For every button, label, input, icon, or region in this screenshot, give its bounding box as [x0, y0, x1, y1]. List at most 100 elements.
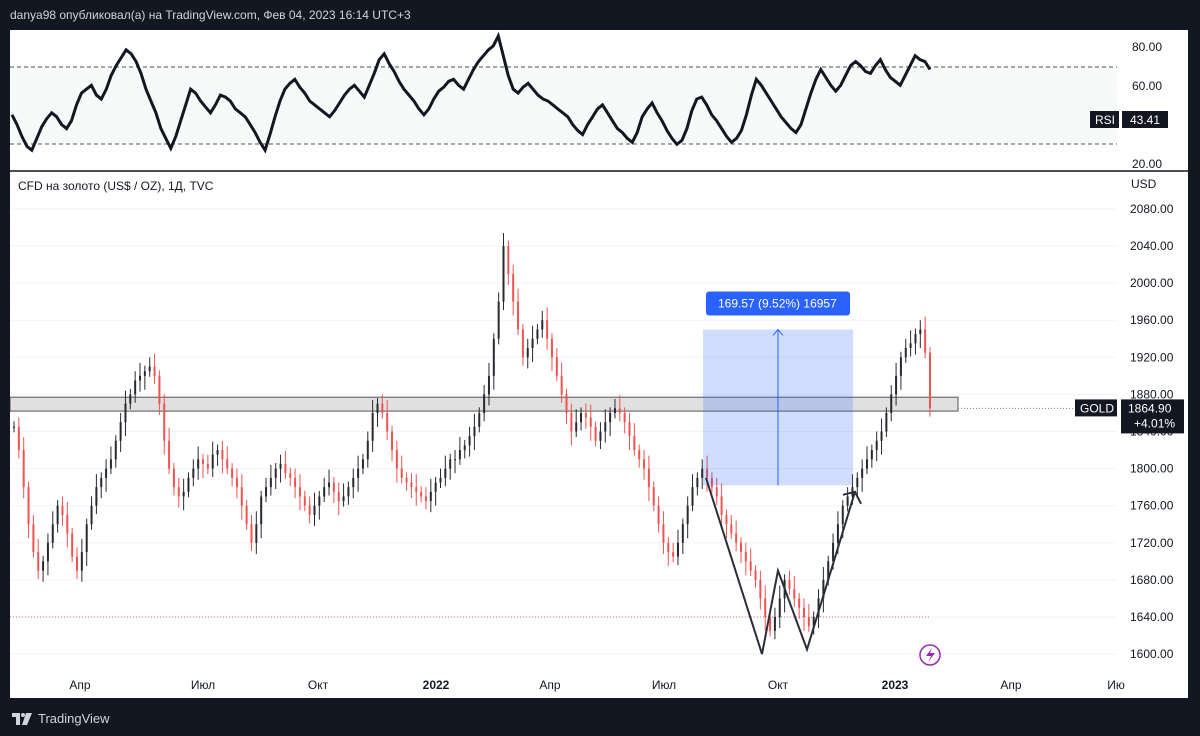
x-axis-label: 2022 [423, 678, 450, 692]
rsi-value-badge [1122, 111, 1168, 128]
candle-body [347, 487, 350, 497]
candle-body [206, 463, 209, 469]
candle-body [134, 380, 137, 395]
candle-body [735, 533, 738, 543]
candle-body [429, 491, 432, 502]
candle-body [546, 320, 549, 339]
candle-body [696, 477, 699, 488]
candle-body [536, 329, 539, 339]
candle-body [652, 487, 655, 506]
candle-body [875, 440, 878, 451]
candle-body [27, 487, 30, 525]
x-axis-label: Апр [1000, 678, 1022, 692]
candle-body [681, 524, 684, 543]
candle-body [565, 394, 568, 413]
candle-body [633, 436, 636, 451]
candle-body [555, 357, 558, 376]
candle-body [454, 459, 457, 461]
candle-body [865, 459, 868, 469]
candle-body [720, 496, 723, 515]
candle-body [715, 487, 718, 497]
candle-body [812, 616, 815, 627]
candle-body [139, 375, 142, 381]
candle-body [366, 440, 369, 460]
candle-body [80, 552, 83, 571]
candle-body [342, 496, 345, 502]
candle-body [32, 524, 35, 553]
last-price-label: 1864.90 [1128, 401, 1172, 415]
tradingview-logo[interactable]: TradingView [12, 711, 110, 726]
candle-body [739, 542, 742, 553]
candle-body [332, 482, 335, 492]
candle-body [66, 514, 69, 534]
chart-svg[interactable]: 80.00 60.00 20.00 RSI 43.41 CFD на золот… [9, 30, 1188, 698]
candle-body [303, 496, 306, 506]
candle-body [798, 598, 801, 608]
candle-body [507, 246, 510, 274]
candle-body [51, 524, 54, 543]
candle-body [773, 616, 776, 631]
price-tick-label: 1680.00 [1130, 573, 1174, 587]
candle-body [919, 329, 922, 335]
price-grid [10, 208, 1117, 655]
tradingview-logo-icon [12, 712, 32, 725]
candle-body [759, 579, 762, 599]
rsi-tick-80: 80.00 [1132, 40, 1162, 54]
candle-body [584, 412, 587, 418]
chart-frame[interactable]: 80.00 60.00 20.00 RSI 43.41 CFD на золот… [9, 30, 1188, 698]
candle-body [468, 436, 471, 446]
last-price-badge [1121, 399, 1184, 434]
candle-body [337, 491, 340, 502]
candle-body [13, 426, 15, 428]
candle-body [599, 431, 602, 441]
candle-body [856, 477, 859, 488]
candle-body [124, 403, 127, 423]
rsi-pane[interactable]: 80.00 60.00 20.00 RSI 43.41 [10, 31, 1168, 171]
candle-body [279, 463, 282, 469]
symbol-badge [1075, 399, 1117, 417]
candle-body [226, 459, 229, 469]
candle-body [914, 334, 917, 344]
candle-body [754, 570, 757, 580]
candle-body [192, 468, 195, 478]
candle-body [497, 301, 500, 339]
candle-body [458, 450, 461, 460]
price-tick-label: 2040.00 [1130, 239, 1174, 253]
lightning-icon[interactable] [919, 644, 941, 666]
candle-body [909, 343, 912, 349]
candle-body [434, 482, 437, 492]
candle-body [143, 371, 146, 376]
candle-body [313, 505, 316, 515]
candle-body [463, 445, 466, 451]
candle-body [46, 542, 49, 562]
candle-body [657, 505, 660, 525]
candle-body [802, 607, 805, 617]
candle-body [662, 524, 665, 543]
candle-body [187, 477, 190, 492]
candle-body [846, 496, 849, 506]
candle-body [318, 496, 321, 506]
candle-body [570, 412, 573, 432]
candle-body [623, 412, 626, 423]
candle-body [686, 505, 689, 525]
x-axis-label: 2023 [882, 678, 909, 692]
x-axis-label: Апр [539, 678, 561, 692]
candle-body [71, 533, 74, 557]
candle-body [647, 468, 650, 488]
candle-body [517, 301, 520, 330]
candle-body [352, 477, 355, 488]
candle-body [163, 403, 166, 441]
candle-body [885, 412, 888, 432]
candle-body [420, 491, 423, 497]
candle-body [235, 477, 238, 488]
candle-body [216, 450, 219, 455]
candle-body [371, 412, 374, 441]
candle-body [478, 412, 481, 427]
candle-body [701, 468, 704, 478]
candle-body [269, 477, 272, 488]
candle-body [483, 394, 486, 413]
rsi-line [10, 31, 932, 154]
candle-body [294, 477, 297, 488]
candle-body [289, 473, 292, 478]
price-pane[interactable]: CFD на золото (US$ / OZ), 1Д, TVC USD 20… [9, 177, 1184, 692]
